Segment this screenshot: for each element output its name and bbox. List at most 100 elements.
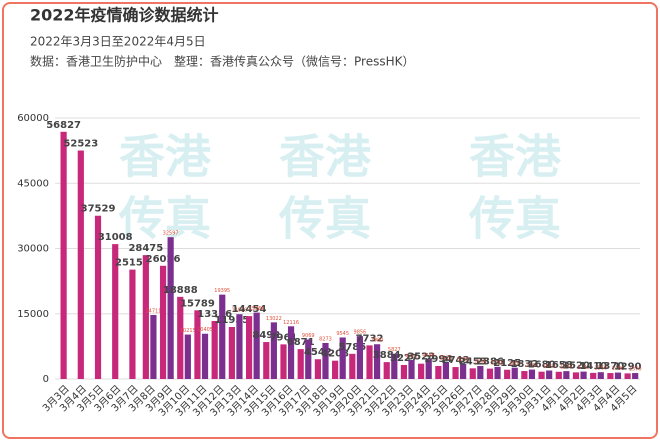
bar — [546, 370, 553, 379]
bar — [590, 372, 597, 379]
value-label: 52523 — [63, 139, 98, 150]
value-label: 14454 — [232, 304, 267, 315]
bar — [504, 369, 511, 379]
bar — [597, 372, 604, 379]
bar — [632, 373, 639, 379]
watermark: 香港 — [119, 130, 212, 184]
bar — [94, 215, 102, 379]
value-label: 11955 — [214, 315, 249, 326]
value-label: 14711 — [145, 309, 161, 315]
bar — [280, 344, 287, 379]
value-label: 2789 — [491, 360, 504, 366]
value-label: 3925 — [440, 355, 453, 361]
value-label: 1700 — [577, 365, 590, 371]
value-label: 2125 — [493, 358, 521, 369]
value-label: 13336 — [197, 309, 232, 320]
bar — [142, 255, 149, 379]
value-label: 15264 — [249, 306, 265, 312]
value-label: 26026 — [146, 254, 181, 265]
bar — [253, 312, 260, 379]
watermark: 传真 — [468, 192, 561, 246]
bar — [167, 237, 174, 379]
bar — [366, 345, 373, 379]
value-label: 7961 — [270, 332, 298, 343]
value-label: 2386 — [476, 357, 504, 368]
value-label: 8273 — [319, 337, 332, 343]
y-tick-label: 15000 — [17, 309, 49, 320]
value-label: 1560 — [594, 366, 607, 372]
bar — [60, 131, 67, 379]
value-label: 1805 — [560, 365, 573, 371]
bar — [408, 360, 415, 379]
bar — [400, 364, 408, 379]
value-label: 3227 — [390, 353, 418, 364]
value-label: 6871 — [287, 337, 315, 348]
value-label: 3516 — [457, 357, 470, 363]
bar — [555, 371, 562, 379]
value-label: 3523 — [407, 352, 435, 363]
value-label: 10405 — [197, 327, 213, 333]
bar — [129, 269, 136, 379]
bar — [349, 353, 356, 379]
bar — [607, 373, 614, 379]
bar — [580, 371, 587, 379]
value-label: 13022 — [266, 316, 282, 322]
bar — [418, 363, 425, 379]
value-label: 1370 — [629, 367, 642, 373]
bar — [356, 336, 363, 379]
bar — [219, 294, 226, 379]
bar — [159, 265, 167, 379]
bar — [624, 373, 631, 379]
bar — [442, 361, 450, 379]
y-tick-label: 45000 — [17, 178, 49, 189]
value-label: 9545 — [336, 331, 349, 337]
value-label: 1950 — [543, 364, 556, 370]
bar — [614, 372, 622, 379]
value-label: 7990 — [371, 338, 384, 344]
watermark: 香港 — [469, 130, 562, 184]
value-label: 2985 — [474, 360, 487, 366]
bar — [373, 344, 381, 379]
value-label: 19395 — [214, 288, 230, 294]
value-label: 1370 — [596, 361, 624, 372]
bar — [177, 296, 184, 379]
bar — [469, 368, 476, 379]
bar — [201, 333, 209, 379]
bar — [511, 367, 518, 379]
y-tick-label: 0 — [43, 374, 49, 385]
bar — [460, 363, 467, 379]
value-label: 4208 — [321, 349, 349, 360]
value-label: 37529 — [81, 204, 116, 215]
value-label: 14889 — [231, 308, 247, 314]
value-label: 8492 — [252, 330, 280, 341]
watermark: 传真 — [118, 192, 211, 246]
bar — [435, 365, 442, 379]
bar — [339, 337, 346, 379]
bar — [452, 367, 459, 379]
bar — [77, 150, 84, 379]
value-label: 32597 — [163, 231, 179, 237]
subtitle: 2022年3月3日至2022年4月5日 — [30, 35, 206, 49]
source: 数据：香港卫生防护中心 整理：香港传真公众号（微信号：PressHK） — [30, 54, 414, 69]
value-label: 1520 — [562, 360, 590, 371]
bar — [305, 339, 312, 379]
bar — [391, 353, 398, 379]
watermark: 传真 — [278, 192, 371, 246]
value-label: 2453 — [459, 356, 487, 367]
bar — [322, 343, 329, 379]
bar — [228, 326, 235, 379]
bar — [245, 316, 253, 379]
value-label: 4542 — [304, 347, 332, 358]
bar — [314, 359, 322, 379]
value-label: 5785 — [338, 342, 366, 353]
watermark: 香港 — [279, 130, 372, 184]
value-label: 7732 — [356, 333, 384, 344]
value-label: 2165 — [526, 363, 539, 369]
bar — [184, 334, 191, 379]
value-label: 1480 — [612, 366, 625, 372]
value-label: 10215 — [180, 328, 196, 334]
bar — [270, 322, 277, 379]
value-label: 9856 — [354, 330, 367, 336]
bar — [563, 371, 570, 379]
